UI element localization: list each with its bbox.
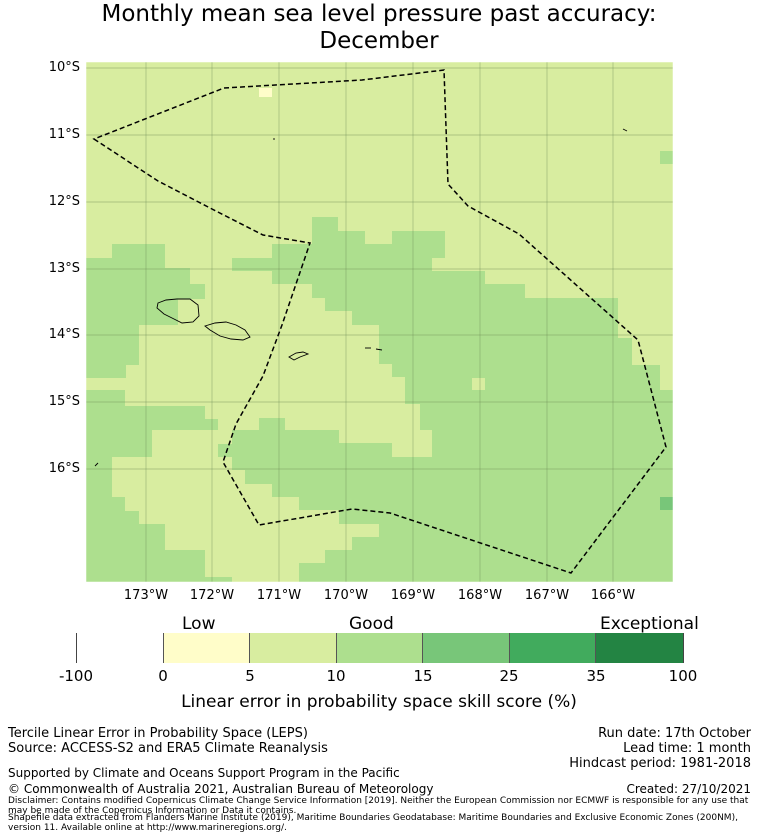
mid-skill-areas [86,217,673,582]
islands [94,128,628,467]
colorbar-tick: 100 [668,667,698,685]
shapefile-text: Shapefile data extracted from Flanders M… [8,813,738,833]
colorbar-segment [250,633,337,663]
band-label-good: Good [349,614,394,634]
skill-map [85,61,674,583]
western-mid-region [86,244,205,378]
manua-island-b [375,348,383,351]
colorbar-tick: 10 [326,667,346,685]
copyright-text: © Commonwealth of Australia 2021, Austra… [8,782,434,796]
colorbar-tick: 35 [586,667,606,685]
pale-cell [259,88,272,97]
lat-label: 16°S [48,461,80,476]
colorbar-tick: 5 [245,667,255,685]
hindcast-period: Hindcast period: 1981-2018 [569,756,751,771]
colorbar-tick: -100 [58,667,94,685]
colorbar-segment [510,633,596,663]
savaii-island [156,298,200,324]
upolu-island [204,321,251,341]
small-island-2 [622,128,628,132]
gridlines [86,62,673,582]
small-island-3 [94,462,99,467]
western-lower-region [86,390,232,582]
created-date: Created: 27/10/2021 [626,782,751,796]
lon-label: 171°W [256,588,302,603]
lon-label: 170°W [323,588,369,603]
source-text: Source: ACCESS-S2 and ERA5 Climate Reana… [8,741,328,756]
disclaimer-text: Disclaimer: Contains modified Copernicus… [8,796,749,816]
eez-boundary [92,69,667,574]
lat-label: 11°S [48,127,80,142]
colorbar-tick: 15 [413,667,433,685]
lon-label: 166°W [590,588,636,603]
band-label-low: Low [182,614,216,634]
central-eastern-mid-region [218,217,673,582]
lat-label: 13°S [48,261,80,276]
colorbar-segment [596,633,683,663]
band-label-exceptional: Exceptional [600,614,699,634]
map-frame [85,61,674,583]
light-cell [472,378,485,390]
tutuila-island [288,351,310,361]
colorbar-segment [77,633,164,663]
lon-label: 168°W [457,588,503,603]
lon-label: 173°W [123,588,169,603]
lat-label: 10°S [48,60,80,75]
colorbar-title: Linear error in probability space skill … [181,692,577,712]
lat-label: 15°S [48,394,80,409]
mid-cell [660,151,673,164]
lat-label: 14°S [48,327,80,342]
colorbar-segment [423,633,510,663]
run-date: Run date: 17th October [598,726,751,741]
lon-label: 167°W [524,588,570,603]
support-text: Supported by Climate and Oceans Support … [8,766,400,780]
small-cells [259,88,673,510]
chart-title: Monthly mean sea level pressure past acc… [101,1,657,27]
colorbar-tick: 0 [158,667,168,685]
lon-label: 172°W [189,588,235,603]
colorbar-segment [164,633,250,663]
lon-label: 169°W [390,588,436,603]
colorbar-segment [337,633,423,663]
lat-label: 12°S [48,194,80,209]
dark-cell [660,497,673,510]
colorbar-tick: 25 [499,667,519,685]
method-text: Tercile Linear Error in Probability Spac… [8,726,308,741]
chart-subtitle: December [319,28,439,54]
lead-time: Lead time: 1 month [623,741,751,756]
inner-light-patch [285,325,432,457]
